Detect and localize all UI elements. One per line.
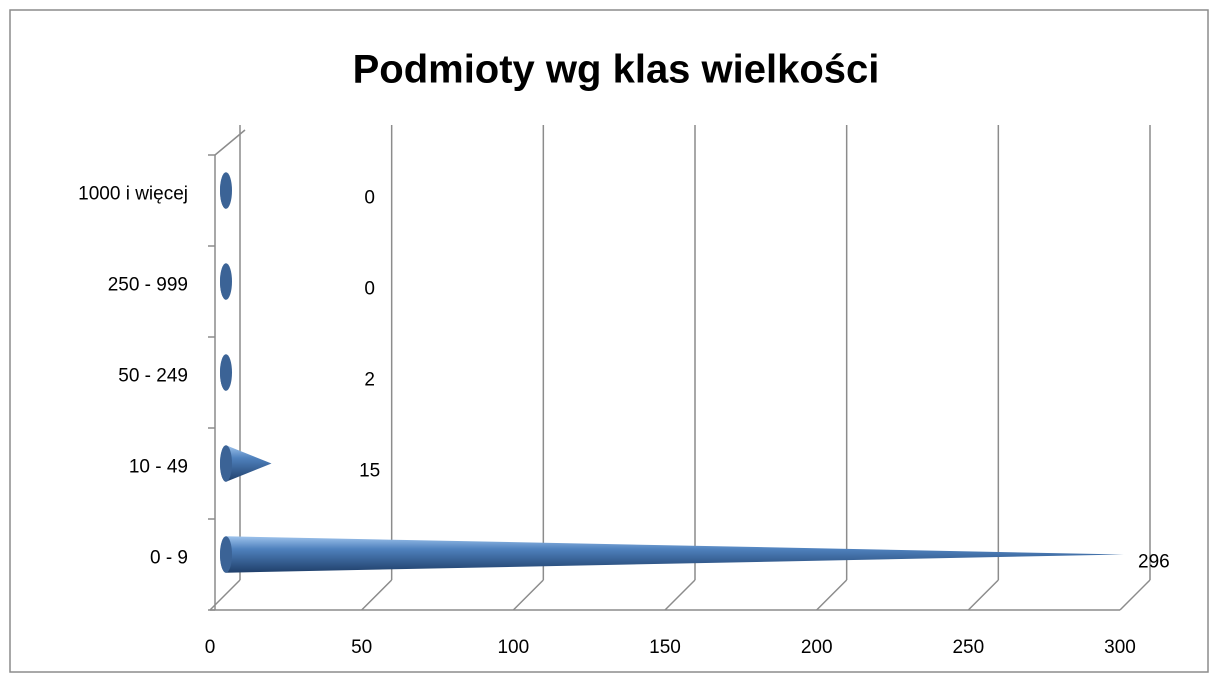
bar-base <box>220 536 232 573</box>
data-label: 0 <box>364 279 375 300</box>
bar-base <box>220 354 232 391</box>
grid-line <box>361 579 393 611</box>
data-label: 15 <box>359 461 380 482</box>
grid-line <box>512 579 544 611</box>
y-tick-label: 250 - 999 <box>108 275 188 296</box>
grid-line <box>664 579 696 611</box>
bar <box>220 536 1124 573</box>
x-tick-label: 0 <box>205 637 216 658</box>
y-tick-label: 1000 i więcej <box>78 184 188 205</box>
chart-frame <box>9 9 1209 673</box>
bar <box>220 445 272 482</box>
grid-line <box>1119 579 1151 611</box>
x-tick-label: 250 <box>952 637 984 658</box>
x-tick-label: 50 <box>351 637 372 658</box>
data-label: 0 <box>364 188 375 209</box>
x-tick-label: 300 <box>1104 637 1136 658</box>
x-tick-label: 150 <box>649 637 681 658</box>
x-tick-label: 100 <box>497 637 529 658</box>
grid-line <box>816 579 848 611</box>
y-tick-label: 50 - 249 <box>118 366 188 387</box>
x-tick-label: 200 <box>801 637 833 658</box>
grid-line <box>967 579 999 611</box>
chart-title: Podmioty wg klas wielkości <box>353 48 880 92</box>
y-tick-label: 10 - 49 <box>129 457 188 478</box>
data-label: 296 <box>1138 552 1170 573</box>
bar-base <box>220 445 232 482</box>
y-tick-label: 0 - 9 <box>150 548 188 569</box>
bar-base <box>220 263 232 300</box>
data-label: 2 <box>364 370 375 391</box>
bar-base <box>220 172 232 209</box>
grid-line <box>209 579 241 611</box>
